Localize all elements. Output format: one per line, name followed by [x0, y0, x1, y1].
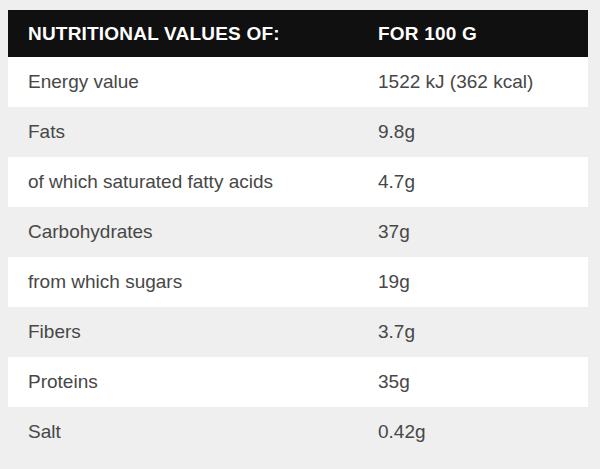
table-header-row: NUTRITIONAL VALUES OF: FOR 100 G [8, 10, 588, 57]
row-value: 3.7g [378, 321, 588, 343]
row-label: Fibers [8, 321, 378, 343]
row-label: from which sugars [8, 271, 378, 293]
table-row-salt: Salt 0.42g [8, 407, 588, 457]
row-value: 9.8g [378, 121, 588, 143]
row-label: Fats [8, 121, 378, 143]
table-row-energy: Energy value 1522 kJ (362 kcal) [8, 57, 588, 107]
table-row-carbohydrates: Carbohydrates 37g [8, 207, 588, 257]
table-row-proteins: Proteins 35g [8, 357, 588, 407]
row-label: Salt [8, 421, 378, 443]
row-label: of which saturated fatty acids [8, 171, 378, 193]
row-value: 37g [378, 221, 588, 243]
row-label: Energy value [8, 71, 378, 93]
table-row-sugars: from which sugars 19g [8, 257, 588, 307]
row-value: 4.7g [378, 171, 588, 193]
table-row-fats: Fats 9.8g [8, 107, 588, 157]
row-value: 1522 kJ (362 kcal) [378, 71, 588, 93]
table-row-fibers: Fibers 3.7g [8, 307, 588, 357]
row-value: 0.42g [378, 421, 588, 443]
row-label: Carbohydrates [8, 221, 378, 243]
row-label: Proteins [8, 371, 378, 393]
header-nutrient-column: NUTRITIONAL VALUES OF: [8, 23, 378, 45]
header-per-100g-column: FOR 100 G [378, 23, 588, 45]
nutrition-label: NUTRITIONAL VALUES OF: FOR 100 G Energy … [0, 0, 600, 469]
nutrition-table: NUTRITIONAL VALUES OF: FOR 100 G Energy … [8, 10, 588, 457]
row-value: 35g [378, 371, 588, 393]
table-row-saturated-fats: of which saturated fatty acids 4.7g [8, 157, 588, 207]
row-value: 19g [378, 271, 588, 293]
